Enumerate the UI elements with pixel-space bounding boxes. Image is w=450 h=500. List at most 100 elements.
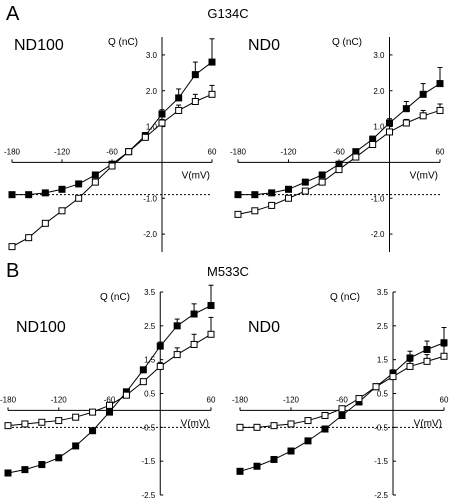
data-point-open — [55, 417, 63, 425]
data-point-filled — [304, 437, 312, 445]
data-point-open — [156, 362, 164, 370]
y-axis-label: Q (nC) — [332, 37, 362, 48]
data-point-open — [270, 422, 278, 430]
data-point-filled — [301, 178, 309, 186]
data-point-filled — [75, 180, 83, 188]
x-tick-label: -180 — [0, 395, 17, 404]
y-tick-label: 2.0 — [373, 87, 385, 96]
data-point-filled — [8, 191, 16, 199]
y-tick-label: 3.0 — [146, 51, 158, 60]
subplot-a-nd0: -180 -120 -60 60 3.0 2.0 1.0 -1.0 -2.0 Q (nC) V(mV… — [230, 37, 445, 252]
data-point-open — [106, 401, 113, 409]
x-tick-label: -60 — [104, 395, 116, 404]
data-point-filled — [268, 189, 276, 197]
data-point-filled — [158, 110, 166, 118]
y-axis-label: Q (nC) — [330, 292, 360, 303]
subplot-a-nd100: -180 -120 -60 603.02.01.0-1.0-2.0Q (nC)V(mV… — [4, 37, 217, 252]
data-point-open — [158, 119, 166, 127]
y-tick-label: -2.0 — [371, 230, 385, 239]
data-point-open — [352, 153, 360, 161]
data-point-filled — [21, 466, 29, 474]
panel-title-g134c: G134C — [207, 6, 248, 21]
data-point-open — [72, 413, 80, 421]
panel-letter-a: A — [6, 3, 20, 25]
y-tick-label: 0.5 — [144, 390, 156, 399]
condition-label: ND100 — [14, 37, 64, 54]
data-point-open — [419, 112, 427, 120]
data-point-open — [58, 207, 66, 215]
data-point-open — [108, 162, 116, 170]
data-point-filled — [190, 310, 198, 318]
x-tick-label: -60 — [333, 147, 345, 156]
data-point-open — [190, 340, 198, 348]
data-point-open — [287, 420, 295, 428]
data-point-open — [389, 373, 397, 381]
y-tick-label: -1.5 — [374, 457, 388, 466]
data-point-open — [301, 187, 309, 195]
data-point-open — [89, 408, 97, 416]
panel-title-m533c: M533C — [207, 264, 249, 279]
data-point-open — [236, 423, 244, 431]
y-tick-label: -1.0 — [371, 194, 385, 203]
x-tick-label: -120 — [283, 395, 300, 404]
data-point-open — [321, 411, 329, 419]
data-point-filled — [406, 354, 414, 362]
data-point-filled — [402, 105, 410, 113]
data-point-open — [175, 106, 183, 114]
data-point-open — [234, 210, 242, 218]
data-point-filled — [236, 467, 244, 475]
data-point-open — [38, 418, 46, 426]
x-tick-label: -180 — [232, 395, 249, 404]
y-axis-label: Q (nC) — [108, 37, 138, 48]
x-tick-label: -120 — [280, 147, 297, 156]
x-tick-label: 60 — [207, 395, 216, 404]
data-point-filled — [338, 411, 346, 419]
data-point-filled — [321, 425, 329, 433]
x-axis-label: V(mV) — [410, 170, 438, 181]
data-point-open — [125, 148, 133, 156]
data-point-open — [402, 119, 410, 127]
data-point-open — [25, 234, 33, 242]
y-tick-label: -0.5 — [374, 423, 388, 432]
y-axis-label: Q (nC) — [100, 292, 130, 303]
data-point-open — [440, 352, 448, 360]
data-point-filled — [55, 454, 63, 462]
y-tick-label: 0.5 — [377, 390, 389, 399]
data-point-open — [91, 178, 99, 186]
data-point-open — [21, 420, 29, 428]
data-point-open — [4, 422, 12, 430]
subplot-b-nd0: -180 -120 -60 60 3.5 2.5 1.5 0.5 -0.5 -1.5 -2.5 Q (… — [232, 288, 449, 500]
data-point-open — [338, 405, 346, 413]
data-point-filled — [25, 191, 33, 199]
condition-label: ND0 — [248, 319, 280, 336]
data-point-filled — [318, 171, 326, 179]
data-point-open — [75, 194, 83, 202]
data-point-filled — [287, 447, 295, 455]
subplot-b-nd100: -180 -120 -60 603.52.51.50.5-0.5-1.5-2.5Q (… — [0, 284, 216, 500]
data-point-open — [372, 383, 380, 391]
data-point-filled — [106, 408, 113, 416]
y-tick-label: 3.0 — [373, 51, 385, 60]
y-tick-label: 1.5 — [377, 356, 389, 365]
x-axis-label: V(mV) — [181, 418, 209, 429]
data-point-filled — [191, 71, 199, 79]
plots-group: -180 -120 -60 60 3.0 2.0 1.0 -1.0 -2.0 Q (nC) V(mV… — [0, 37, 449, 500]
data-point-filled — [4, 469, 12, 477]
data-point-filled — [440, 339, 448, 347]
data-point-filled — [41, 189, 49, 197]
data-point-open — [122, 391, 130, 399]
data-point-filled — [423, 346, 431, 354]
data-point-filled — [89, 427, 97, 435]
panel-letter-b: B — [6, 260, 19, 282]
data-point-open — [208, 90, 216, 98]
data-point-open — [386, 128, 393, 136]
data-point-filled — [173, 322, 181, 330]
x-tick-label: -60 — [106, 147, 118, 156]
data-point-open — [207, 330, 215, 338]
data-point-open — [191, 98, 199, 105]
data-point-filled — [58, 185, 66, 193]
data-point-open — [173, 351, 181, 359]
y-tick-label: 2.5 — [377, 322, 389, 331]
x-tick-label: -120 — [51, 395, 68, 404]
x-axis-label: V(mV) — [182, 170, 210, 181]
